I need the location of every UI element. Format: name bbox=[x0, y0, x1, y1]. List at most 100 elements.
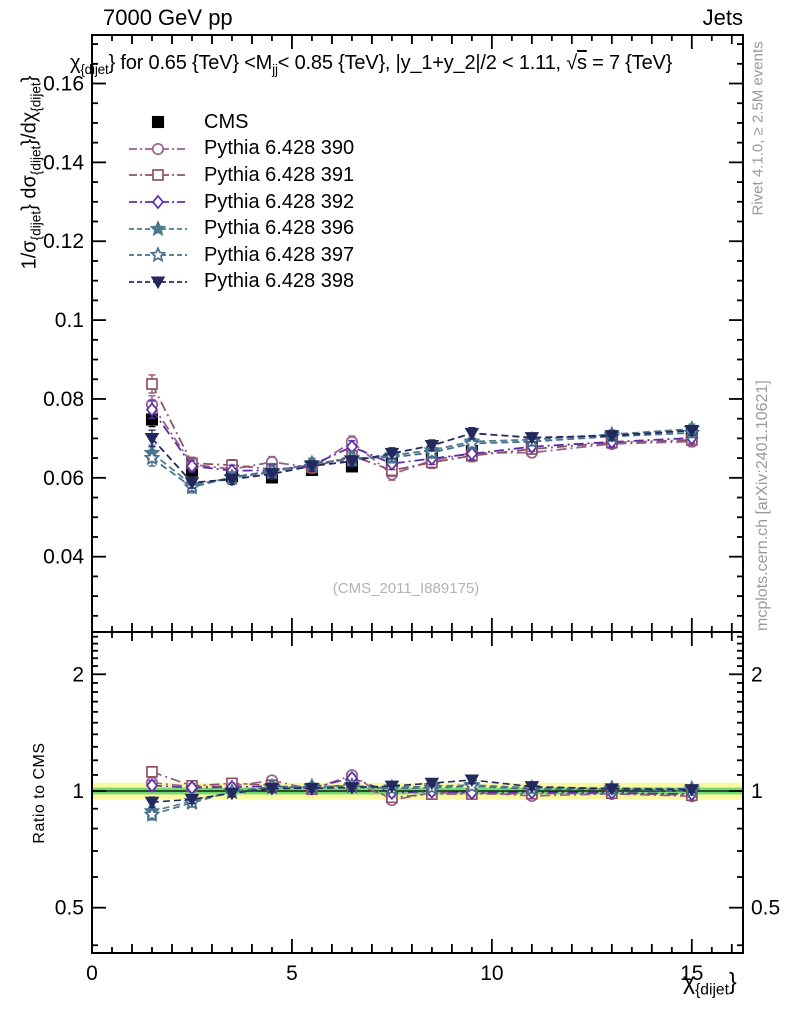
data-marker bbox=[424, 777, 440, 791]
observable-title-part: < 0.85 {TeV}, |y_1+y_2|/2 < 1.11, bbox=[277, 52, 567, 74]
observable-title-part: = 7 {TeV} bbox=[586, 52, 673, 74]
legend-item-pythia-390: Pythia 6.428 390 bbox=[126, 136, 354, 163]
data-marker bbox=[185, 458, 199, 474]
ratio-tick-label-left: 2 bbox=[72, 663, 84, 686]
x-tick-label: 15 bbox=[680, 962, 703, 985]
data-marker bbox=[465, 446, 478, 462]
legend-label: Pythia 6.428 398 bbox=[204, 270, 355, 293]
data-marker bbox=[145, 402, 159, 417]
x-tick-label: 0 bbox=[86, 962, 98, 985]
ratio-series-pythia-6-428-398 bbox=[144, 774, 700, 810]
data-marker bbox=[464, 427, 480, 441]
y-tick-label: 0.1 bbox=[55, 309, 84, 332]
data-marker bbox=[344, 782, 360, 795]
data-marker bbox=[604, 430, 620, 443]
legend-label: CMS bbox=[204, 110, 249, 133]
legend: CMS Pythia 6.428 390 Pythia 6.428 391 Py… bbox=[126, 109, 354, 295]
y-tick-label: 0.08 bbox=[43, 388, 84, 411]
legend-item-cms: CMS bbox=[126, 109, 354, 136]
legend-label: Pythia 6.428 391 bbox=[204, 163, 355, 186]
data-marker bbox=[384, 447, 400, 461]
legend-marker-pythia-396 bbox=[129, 219, 187, 236]
data-marker bbox=[150, 276, 166, 289]
data-marker bbox=[604, 783, 620, 796]
legend-marker-cms bbox=[151, 116, 165, 129]
data-marker bbox=[151, 194, 165, 210]
data-marker bbox=[224, 787, 240, 801]
data-marker bbox=[464, 774, 480, 788]
data-marker bbox=[264, 783, 280, 796]
x-axis-label-part: } bbox=[728, 968, 737, 994]
data-marker bbox=[146, 766, 158, 778]
data-marker bbox=[149, 219, 167, 236]
observable-title-sub: jj bbox=[272, 62, 278, 77]
data-marker bbox=[384, 780, 400, 794]
data-marker bbox=[152, 169, 164, 182]
data-marker bbox=[151, 116, 165, 129]
legend-marker-pythia-391 bbox=[129, 169, 187, 182]
y-tick-label: 0.12 bbox=[43, 230, 84, 253]
sqrt-argument: s bbox=[577, 52, 587, 74]
observable-title: χ{dijet} for 0.65 {TeV} <Mjj< 0.85 {TeV}… bbox=[70, 52, 673, 77]
series-pythia-6-428-398 bbox=[144, 425, 700, 490]
y-tick-label: 0.04 bbox=[43, 546, 84, 569]
series-pythia-6-428-391 bbox=[146, 374, 698, 477]
ratio-panel-frame bbox=[91, 631, 744, 954]
data-marker bbox=[684, 784, 700, 797]
x-tick-label: 10 bbox=[480, 962, 503, 985]
ratio-tick-label-left: 1 bbox=[72, 780, 84, 803]
ratio-tick-label-left: 0.5 bbox=[55, 897, 84, 920]
data-marker bbox=[143, 449, 161, 466]
ratio-tick-label-right: 2 bbox=[751, 663, 763, 686]
data-marker bbox=[144, 432, 160, 446]
legend-item-pythia-398: Pythia 6.428 398 bbox=[126, 269, 354, 296]
data-marker bbox=[684, 425, 700, 438]
x-axis-label-chi: χ bbox=[683, 968, 696, 994]
x-axis-label-sub: {dijet bbox=[695, 981, 729, 999]
legend-marker-pythia-392 bbox=[129, 194, 187, 210]
legend-item-pythia-397: Pythia 6.428 397 bbox=[126, 242, 354, 269]
legend-marker-pythia-398 bbox=[129, 276, 187, 289]
legend-item-pythia-396: Pythia 6.428 396 bbox=[126, 215, 354, 242]
data-marker bbox=[524, 781, 540, 794]
data-marker bbox=[524, 432, 540, 445]
panel-frames bbox=[91, 34, 744, 954]
y-tick-label: 0.06 bbox=[43, 467, 84, 490]
legend-label: Pythia 6.428 390 bbox=[204, 137, 355, 160]
observable-title-part: for 0.65 {TeV} <M bbox=[115, 52, 273, 74]
observable-title-sub: {dijet bbox=[80, 62, 109, 77]
data-marker bbox=[264, 468, 280, 481]
header-beam-title: 7000 GeV pp bbox=[103, 5, 233, 30]
ratio-series-line bbox=[151, 771, 692, 799]
axis-ticks bbox=[92, 35, 743, 953]
ratio-tick-label-right: 1 bbox=[751, 780, 763, 803]
data-marker bbox=[304, 782, 320, 796]
data-marker bbox=[146, 378, 158, 390]
data-marker bbox=[304, 460, 320, 474]
legend-label: Pythia 6.428 397 bbox=[204, 243, 355, 266]
series-line bbox=[151, 431, 692, 489]
legend-label: Pythia 6.428 392 bbox=[204, 190, 355, 213]
ratio-series-line bbox=[151, 777, 692, 795]
data-marker bbox=[224, 473, 240, 487]
series-line bbox=[151, 429, 692, 484]
data-marker bbox=[145, 778, 159, 793]
legend-marker-pythia-390 bbox=[129, 142, 187, 155]
x-tick-label: 5 bbox=[286, 962, 298, 985]
x-axis-label: χ{dijet} bbox=[683, 968, 737, 998]
series-line bbox=[151, 409, 692, 472]
y-tick-label: 0.14 bbox=[43, 151, 84, 174]
data-marker bbox=[344, 455, 360, 469]
legend-label: Pythia 6.428 396 bbox=[204, 217, 355, 240]
data-marker bbox=[424, 440, 440, 453]
data-marker bbox=[463, 434, 481, 451]
ratio-tick-label-right: 0.5 bbox=[751, 897, 780, 920]
sqrt-symbol: √ bbox=[566, 52, 578, 74]
observable-title-chi: χ bbox=[70, 52, 81, 74]
analysis-watermark: (CMS_2011_I889175) bbox=[332, 580, 480, 597]
data-marker bbox=[151, 142, 165, 155]
legend-marker-pythia-397 bbox=[129, 246, 187, 263]
y-tick-label: 0.16 bbox=[43, 73, 84, 96]
